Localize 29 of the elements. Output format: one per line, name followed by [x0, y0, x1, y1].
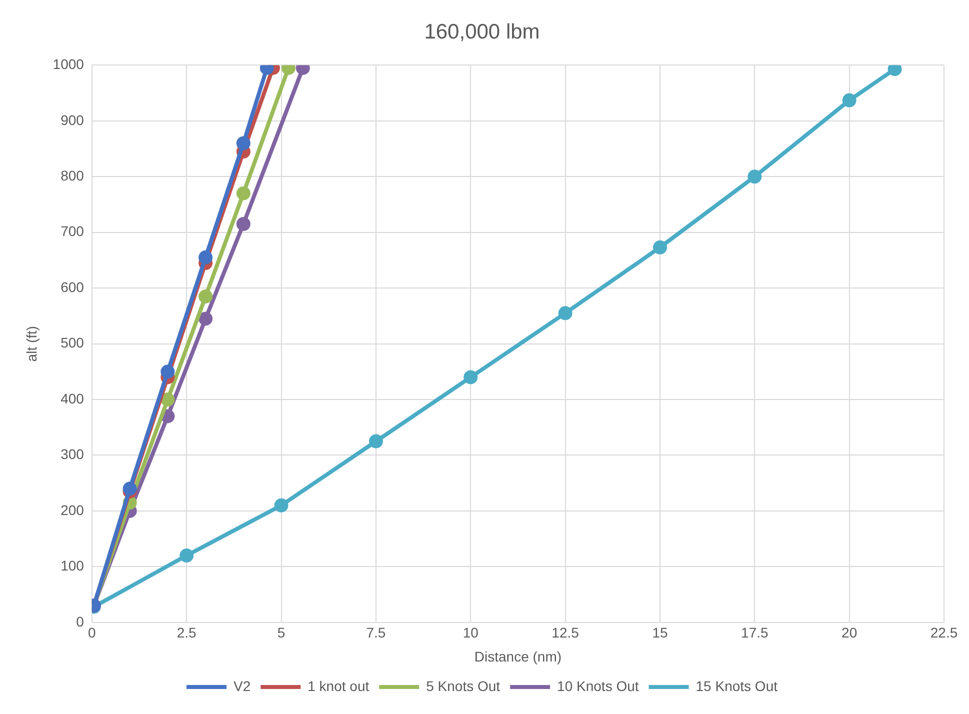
y-tick-label: 500	[60, 334, 84, 351]
legend-label: 5 Knots Out	[426, 678, 500, 694]
x-axis-title: Distance (nm)	[474, 648, 562, 664]
chart-title: 160,000 lbm	[424, 20, 540, 44]
x-tick-label: 10	[462, 624, 479, 641]
y-tick-label: 600	[60, 278, 84, 295]
x-tick-label: 17.5	[741, 624, 768, 641]
legend-label: 15 Knots Out	[696, 678, 778, 694]
x-tick-label: 7.5	[366, 624, 386, 641]
y-tick-label: 400	[60, 390, 84, 406]
legend-label: V2	[234, 678, 251, 694]
legend-label: 10 Knots Out	[557, 678, 639, 694]
y-tick-label: 900	[60, 112, 84, 128]
x-tick-label: 22.5	[930, 624, 958, 641]
y-axis-title: alt (ft)	[23, 326, 40, 362]
y-tick-label: 700	[60, 223, 84, 240]
x-tick-label: 5	[277, 624, 286, 641]
x-tick-label: 2.5	[176, 624, 197, 641]
x-tick-label: 20	[842, 624, 858, 641]
x-tick-label: 15	[652, 624, 668, 641]
legend-label: 1 knot out	[308, 678, 370, 694]
x-tick-label: 12.5	[552, 624, 580, 641]
y-tick-label: 800	[60, 168, 84, 184]
y-tick-label: 200	[60, 502, 84, 518]
x-tick-label: 0	[88, 624, 96, 641]
y-tick-label: 300	[60, 446, 84, 462]
y-tick-label: 100	[60, 558, 84, 574]
y-tick-label: 1000	[52, 56, 84, 72]
y-tick-label: 0	[76, 613, 84, 630]
